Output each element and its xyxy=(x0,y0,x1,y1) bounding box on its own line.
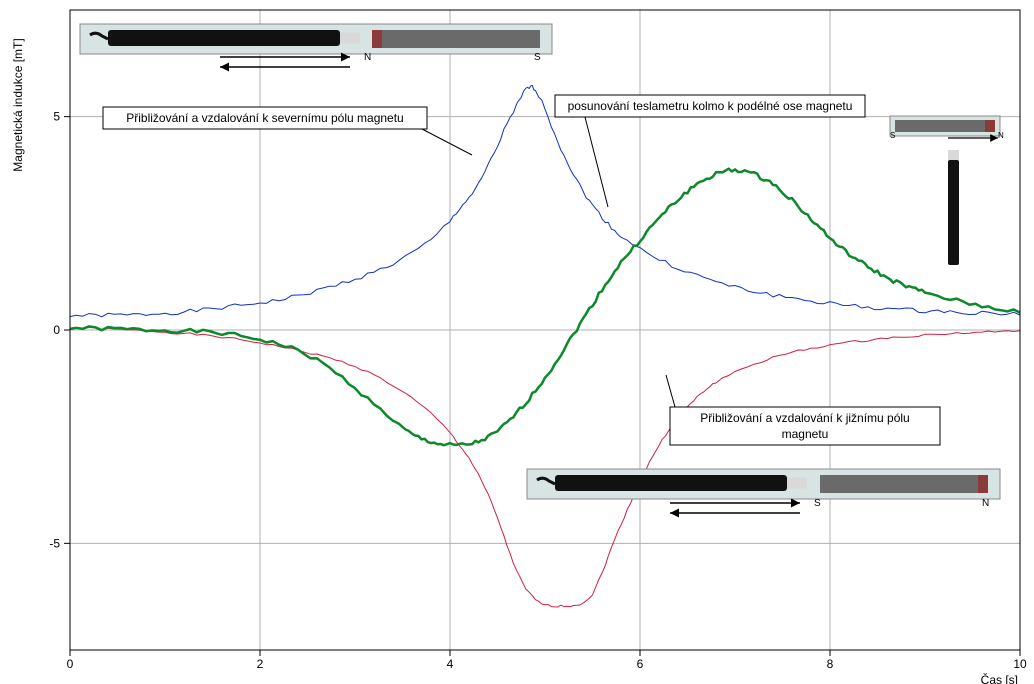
y-tick-label: -5 xyxy=(49,536,60,550)
svg-text:N: N xyxy=(998,131,1004,140)
x-tick-label: 6 xyxy=(637,657,644,671)
x-tick-label: 2 xyxy=(257,657,264,671)
x-tick-label: 10 xyxy=(1013,657,1027,671)
x-tick-label: 0 xyxy=(67,657,74,671)
pole-label-s: S xyxy=(814,498,821,509)
x-axis-label: Čas [s] xyxy=(981,672,1018,684)
svg-text:magnetu: magnetu xyxy=(782,427,829,441)
svg-text:S: S xyxy=(890,131,895,140)
callout-red: Přibližování a vzdalování k jižnímu pólu xyxy=(700,411,909,425)
y-tick-label: 0 xyxy=(53,323,60,337)
pole-label-n: N xyxy=(982,498,989,509)
callout-green: posunování teslametru kolmo k podélné os… xyxy=(568,99,853,113)
y-tick-label: 5 xyxy=(53,110,60,124)
x-tick-label: 8 xyxy=(827,657,834,671)
chart-stage: 0 2 4 6 8 10 -5 0 5 Čas [s] Magnetická indukce [mT… xyxy=(0,0,1034,684)
pole-label-n: N xyxy=(364,52,371,63)
x-tick-label: 4 xyxy=(447,657,454,671)
callout-blue: Přibližování a vzdalování k severnímu pó… xyxy=(126,111,403,125)
chart-svg: 0 2 4 6 8 10 -5 0 5 Čas [s] Magnetická indukce [mT… xyxy=(0,0,1034,684)
pole-label-s: S xyxy=(534,52,541,63)
y-axis-label: Magnetická indukce [mT] xyxy=(11,38,25,171)
